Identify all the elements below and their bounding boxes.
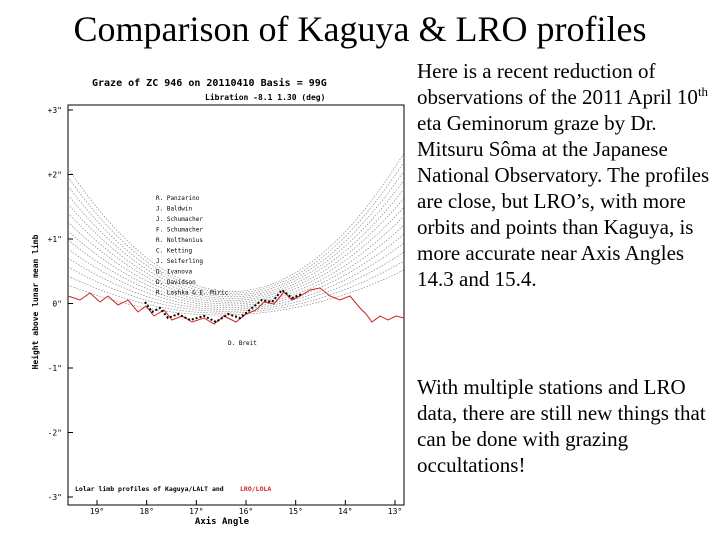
observer-name: R. Panzarino — [156, 195, 200, 202]
chord — [67, 179, 405, 297]
paragraph: With multiple stations and LRO data, the… — [417, 375, 706, 477]
x-tick-label: 19° — [90, 507, 104, 516]
observer-name: R. Nolthenius — [156, 237, 203, 244]
chord — [67, 197, 405, 301]
x-tick-label: 18° — [139, 507, 153, 516]
y-tick-label: 0" — [52, 300, 62, 309]
graze-figure: Graze of ZC 946 on 20110410 Basis = 99G … — [28, 70, 413, 535]
superscript: th — [697, 84, 709, 99]
observer-name: J. Seiferling — [156, 258, 203, 265]
x-tick-label: 14° — [338, 507, 352, 516]
x-tick-label: 16° — [239, 507, 253, 516]
chord — [67, 215, 405, 305]
paragraph: Here is a recent reduction of observatio… — [417, 58, 717, 292]
observed-events — [144, 288, 303, 324]
chord — [67, 242, 405, 310]
y-tick-label: +2" — [48, 171, 62, 180]
observer-name: R. Loshka & E. Miric — [156, 290, 229, 297]
observer-label: D. Breit — [228, 340, 257, 347]
plot-frame — [67, 104, 405, 506]
chord — [67, 161, 405, 294]
observer-name: J. Baldwin — [156, 206, 193, 213]
chord — [67, 152, 405, 292]
text: eta Geminorum graze by Dr. Mitsuru Sôma … — [417, 111, 710, 291]
y-tick-label: -3" — [48, 493, 62, 502]
observer-name: D. Davidson — [156, 279, 196, 286]
y-tick-label: -1" — [48, 364, 62, 373]
figure-background — [28, 70, 413, 535]
x-tick-label: 17° — [189, 507, 203, 516]
observer-name: D. Ivanova — [156, 269, 193, 276]
figure-caption: Lolar limb profiles of Kaguya/LALT and — [75, 485, 224, 493]
chord — [67, 206, 405, 303]
y-tick-label: +1" — [48, 235, 62, 244]
y-tick-label: +3" — [48, 106, 62, 115]
x-tick-label: 15° — [288, 507, 302, 516]
observer-chords — [67, 152, 405, 316]
text: Here is a recent reduction of observatio… — [417, 59, 698, 109]
y-axis-label: Height above lunar mean limb — [30, 234, 40, 369]
figure-header: Graze of ZC 946 on 20110410 Basis = 99G — [92, 77, 327, 89]
observer-name: C. Ketting — [156, 248, 193, 255]
y-tick-label: -2" — [48, 429, 62, 438]
observer-name: F. Schumacher — [156, 227, 203, 234]
x-axis-label: Axis Angle — [195, 516, 250, 527]
figure-caption-red: LRO/LOLA — [240, 485, 271, 493]
chord — [67, 260, 405, 314]
x-tick-label: 13° — [388, 507, 402, 516]
chord — [67, 233, 405, 308]
observer-name: J. Schumacher — [156, 216, 203, 223]
slide-title: Comparison of Kaguya & LRO profiles — [73, 9, 647, 49]
figure-libration: Libration -8.1 1.30 (deg) — [205, 92, 325, 102]
